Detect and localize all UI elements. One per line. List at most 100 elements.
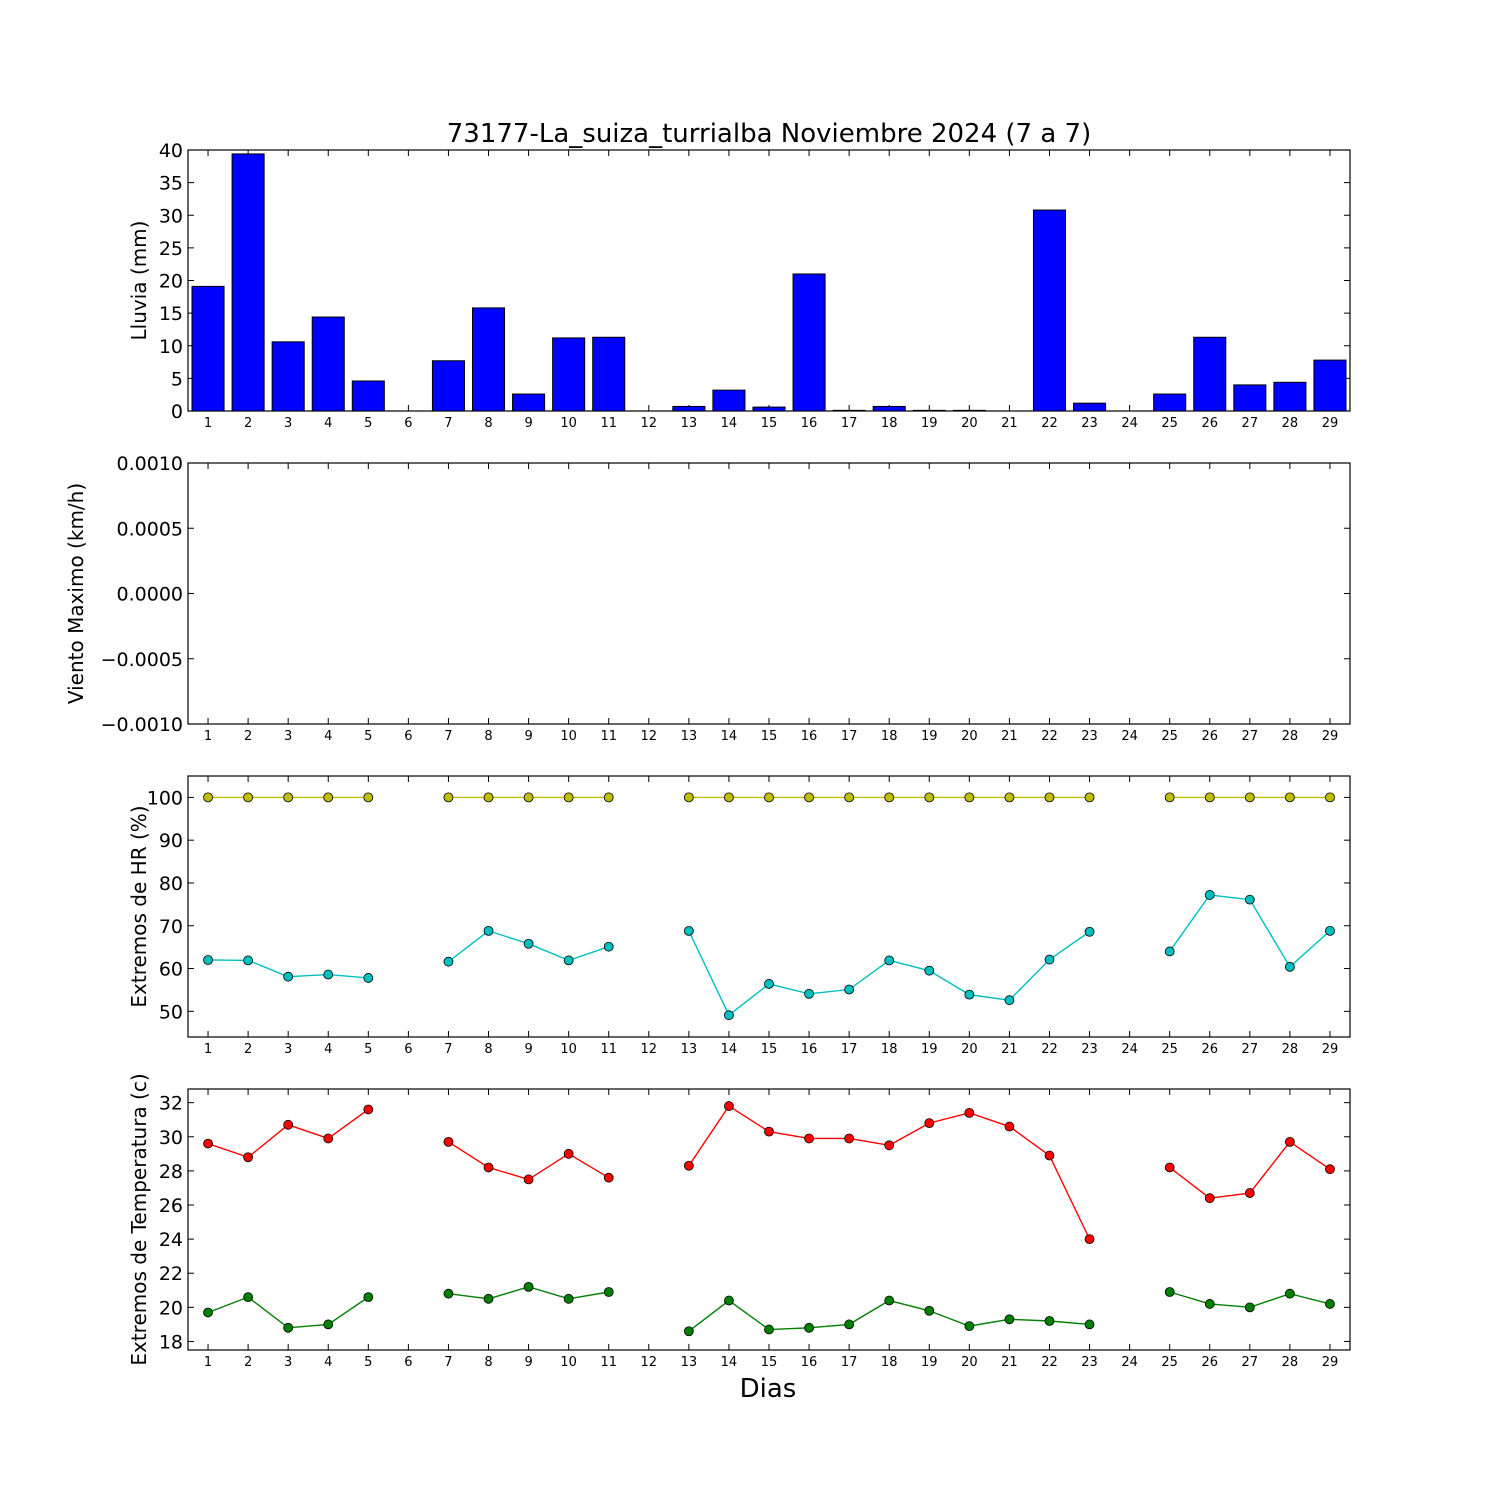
bar	[1313, 359, 1347, 412]
x-tick-label: 6	[404, 416, 412, 431]
y-axis-label: Lluvia (mm)	[127, 221, 151, 341]
data-point	[523, 1281, 534, 1292]
data-point	[603, 792, 614, 803]
data-point	[1044, 792, 1055, 803]
x-tick-label: 26	[1201, 1042, 1218, 1057]
y-tick-label: 0.0000	[117, 584, 183, 606]
data-point	[1284, 792, 1295, 803]
bar	[832, 409, 866, 412]
x-tick-label: 16	[801, 416, 818, 431]
x-tick-label: 3	[284, 416, 292, 431]
x-tick-label: 17	[841, 1042, 858, 1057]
x-tick-label: 10	[560, 729, 577, 744]
data-point	[1004, 1121, 1015, 1132]
data-point	[363, 1104, 374, 1115]
data-point	[483, 792, 494, 803]
y-axis-label: Extremos de Temperatura (c)	[127, 1073, 151, 1365]
x-tick-label: 1	[204, 1042, 212, 1057]
series-2	[203, 1281, 1335, 1337]
chart-title: 73177-La_suiza_turrialba Noviembre 2024 …	[447, 119, 1091, 149]
x-tick-label: 13	[681, 1355, 698, 1370]
data-point	[1164, 946, 1175, 957]
data-point	[283, 971, 294, 982]
y-tick-label: 15	[159, 303, 183, 325]
x-tick-label: 5	[364, 416, 372, 431]
x-tick-label: 24	[1121, 729, 1138, 744]
data-point	[844, 1133, 855, 1144]
x-tick-label: 4	[324, 1042, 332, 1057]
x-tick-label: 26	[1201, 1355, 1218, 1370]
x-tick-label: 21	[1001, 416, 1018, 431]
data-point	[1244, 1302, 1255, 1313]
data-point	[323, 1133, 334, 1144]
y-tick-label: 0.0005	[117, 518, 183, 540]
data-point	[1244, 894, 1255, 905]
x-tick-label: 20	[961, 729, 978, 744]
bar	[872, 405, 906, 412]
x-tick-label: 27	[1242, 729, 1259, 744]
data-point	[363, 1292, 374, 1303]
bar	[952, 409, 986, 412]
data-point	[1244, 792, 1255, 803]
data-point	[563, 1148, 574, 1159]
series-line	[448, 1141, 610, 1181]
data-point	[203, 1138, 213, 1149]
x-tick-label: 28	[1282, 416, 1299, 431]
y-tick-label: 0	[171, 401, 183, 423]
x-tick-label: 23	[1081, 1355, 1098, 1370]
data-point	[1044, 1150, 1055, 1161]
data-point	[964, 989, 975, 1000]
data-point	[1284, 961, 1295, 972]
x-tick-label: 24	[1121, 1355, 1138, 1370]
plot-frame	[187, 149, 1351, 412]
data-point	[884, 1140, 895, 1151]
x-tick-label: 24	[1121, 1042, 1138, 1057]
series-1	[203, 1101, 1335, 1245]
x-tick-label: 5	[364, 1042, 372, 1057]
x-tick-label: 16	[801, 1042, 818, 1057]
data-point	[283, 792, 294, 803]
data-point	[483, 925, 494, 936]
bar	[712, 389, 746, 412]
x-tick-label: 20	[961, 1042, 978, 1057]
x-tick-label: 1	[204, 729, 212, 744]
data-point	[443, 1136, 454, 1147]
x-tick-label: 29	[1322, 1355, 1339, 1370]
x-tick-label: 15	[761, 416, 778, 431]
x-tick-label: 8	[484, 416, 492, 431]
x-tick-label: 5	[364, 1355, 372, 1370]
y-tick-label: −0.0005	[101, 649, 183, 671]
x-tick-label: 25	[1161, 1042, 1178, 1057]
data-point	[1325, 1299, 1335, 1309]
y-axis-label: Viento Maximo (km/h)	[64, 483, 88, 704]
data-point	[483, 1162, 494, 1173]
x-tick-label: 13	[681, 1042, 698, 1057]
y-tick-label: 28	[159, 1161, 183, 1183]
data-point	[924, 792, 935, 803]
data-point	[1004, 995, 1015, 1006]
x-tick-label: 14	[721, 1042, 738, 1057]
x-tick-label: 8	[484, 1355, 492, 1370]
x-tick-label: 16	[801, 1355, 818, 1370]
x-tick-label: 27	[1242, 1355, 1259, 1370]
x-tick-label: 26	[1201, 729, 1218, 744]
x-tick-label: 23	[1081, 416, 1098, 431]
x-tick-label: 20	[961, 416, 978, 431]
data-point	[1084, 1319, 1095, 1330]
y-tick-label: 20	[159, 1297, 183, 1319]
x-tick-label: 23	[1081, 1042, 1098, 1057]
y-axis-label: Extremos de HR (%)	[127, 805, 151, 1007]
data-point	[844, 792, 855, 803]
data-point	[1284, 1136, 1295, 1147]
x-tick-label: 12	[641, 1042, 658, 1057]
x-tick-label: 22	[1041, 729, 1058, 744]
x-tick-label: 10	[560, 1355, 577, 1370]
x-tick-label: 28	[1282, 1355, 1299, 1370]
bar	[592, 336, 626, 412]
x-tick-label: 2	[244, 416, 252, 431]
y-tick-label: 100	[147, 787, 183, 809]
data-point	[764, 792, 774, 803]
x-tick-label: 21	[1001, 1355, 1018, 1370]
x-tick-label: 11	[600, 1355, 617, 1370]
